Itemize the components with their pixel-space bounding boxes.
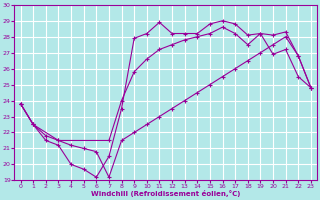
X-axis label: Windchill (Refroidissement éolien,°C): Windchill (Refroidissement éolien,°C) [91, 190, 240, 197]
